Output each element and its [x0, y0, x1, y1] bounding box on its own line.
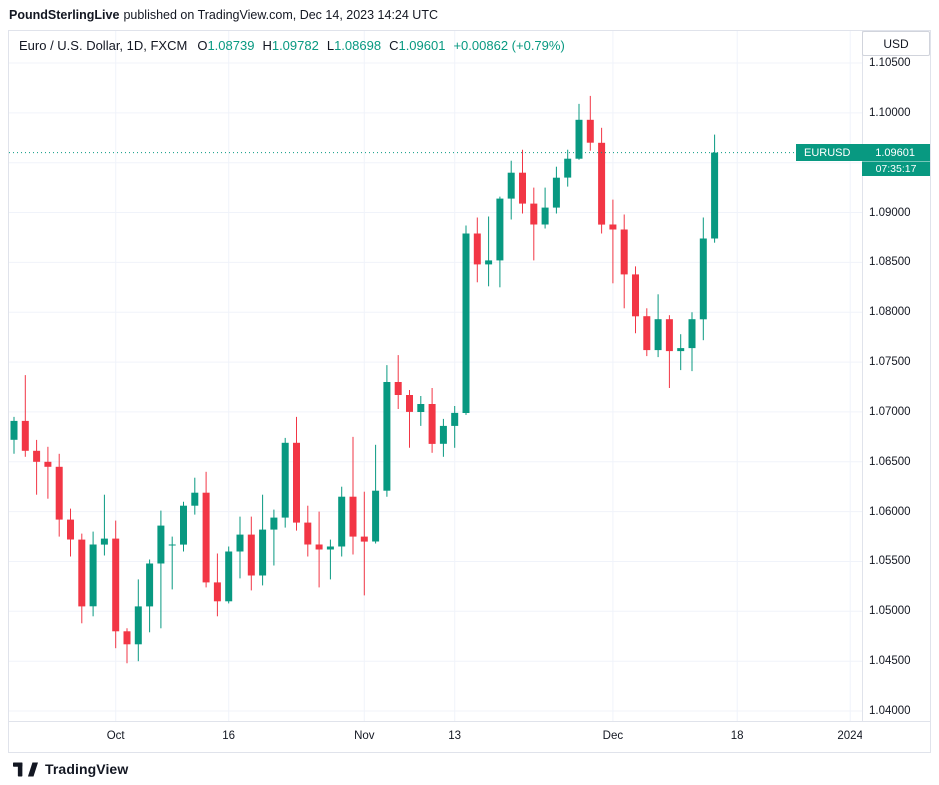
price-tick-label: 1.09000 — [869, 206, 911, 219]
price-tick-label: 1.06500 — [869, 455, 911, 468]
time-tick-label: 16 — [222, 730, 236, 742]
legend-ohlc-l: L1.08698 — [326, 38, 382, 53]
price-tick-label: 1.10500 — [869, 57, 911, 69]
price-axis[interactable]: 1.105001.100001.095001.090001.085001.080… — [862, 31, 930, 722]
chart-frame: Euro / U.S. Dollar, 1D, FXCM O1.08739 H1.… — [8, 30, 931, 753]
currency-toggle-button[interactable]: USD — [862, 31, 930, 56]
time-axis[interactable]: Oct 16 Nov 13 Dec 18 2024 — [9, 721, 930, 752]
chart-plot-area[interactable]: Euro / U.S. Dollar, 1D, FXCM O1.08739 H1.… — [9, 31, 862, 722]
tradingview-logo-text: TradingView — [45, 761, 129, 777]
price-tick-label: 1.06000 — [869, 505, 911, 518]
last-price-label: EURUSD 1.09601 — [796, 144, 930, 162]
badge-symbol: EURUSD — [804, 146, 851, 159]
price-tick-label: 1.10000 — [869, 106, 911, 119]
price-tick-label: 1.07500 — [869, 356, 911, 369]
price-tick-label: 1.08000 — [869, 306, 911, 319]
attribution-text: published on TradingView.com, Dec 14, 20… — [123, 8, 438, 22]
attribution-bar: PoundSterlingLive published on TradingVi… — [0, 0, 939, 30]
tradingview-logo[interactable]: TradingView — [13, 761, 128, 777]
price-tick-label: 1.05500 — [869, 555, 911, 568]
time-tick-label: Dec — [602, 730, 624, 742]
last-price-badge: EURUSD 1.09601 07:35:17 — [796, 144, 930, 177]
price-tick-label: 1.08500 — [869, 256, 911, 269]
price-tick-label: 1.07000 — [869, 405, 911, 418]
publisher-link[interactable]: PoundSterlingLive — [9, 8, 120, 22]
legend-ohlc-h: H1.09782 — [262, 38, 319, 53]
price-tick-label: 1.05000 — [869, 605, 911, 618]
legend-ohlc-o: O1.08739 — [197, 38, 255, 53]
bar-countdown: 07:35:17 — [862, 161, 930, 177]
ohlc-values: O1.08739 H1.09782 L1.08698 C1.09601 — [197, 38, 445, 53]
time-tick-label: 2024 — [837, 730, 862, 742]
tradingview-logo-icon — [13, 762, 38, 777]
chart-legend: Euro / U.S. Dollar, 1D, FXCM O1.08739 H1.… — [19, 38, 565, 53]
time-tick-label: Nov — [354, 730, 375, 742]
time-tick-label: 13 — [448, 730, 462, 742]
time-tick-labels: Oct 16 Nov 13 Dec 18 2024 — [9, 722, 862, 752]
candlestick-chart — [9, 31, 862, 722]
badge-price: 1.09601 — [875, 146, 915, 159]
symbol-title[interactable]: Euro / U.S. Dollar, 1D, FXCM — [19, 38, 188, 53]
footer-bar: TradingView — [0, 753, 939, 785]
legend-ohlc-c: C1.09601 — [389, 38, 446, 53]
time-tick-label: Oct — [106, 730, 125, 742]
time-tick-label: 18 — [730, 730, 744, 742]
price-tick-label: 1.04500 — [869, 655, 911, 668]
price-tick-label: 1.04000 — [869, 705, 911, 718]
change-value: +0.00862 (+0.79%) — [453, 38, 565, 53]
